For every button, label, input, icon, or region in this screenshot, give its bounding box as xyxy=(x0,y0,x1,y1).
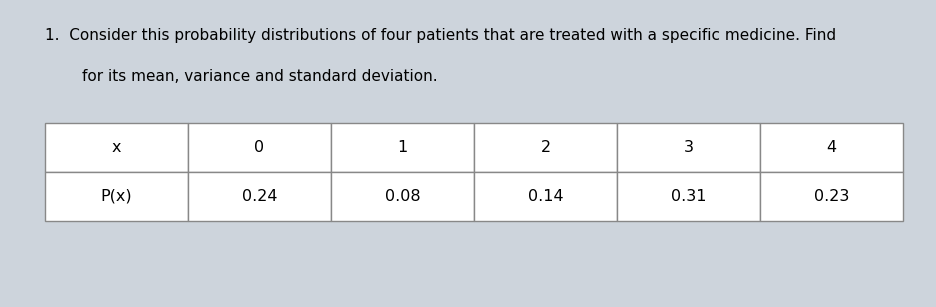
Text: 3: 3 xyxy=(683,140,694,155)
Text: 0.24: 0.24 xyxy=(241,189,277,204)
Text: 2: 2 xyxy=(541,140,550,155)
Text: 1: 1 xyxy=(398,140,408,155)
Text: for its mean, variance and standard deviation.: for its mean, variance and standard devi… xyxy=(82,69,438,84)
Text: 0.14: 0.14 xyxy=(528,189,563,204)
Text: 4: 4 xyxy=(826,140,837,155)
Text: 0.23: 0.23 xyxy=(814,189,849,204)
Text: 0: 0 xyxy=(255,140,265,155)
Text: 1.  Consider this probability distributions of four patients that are treated wi: 1. Consider this probability distributio… xyxy=(45,28,836,43)
Text: 0.08: 0.08 xyxy=(385,189,420,204)
Text: 0.31: 0.31 xyxy=(671,189,707,204)
Text: P(x): P(x) xyxy=(101,189,132,204)
Text: x: x xyxy=(111,140,121,155)
